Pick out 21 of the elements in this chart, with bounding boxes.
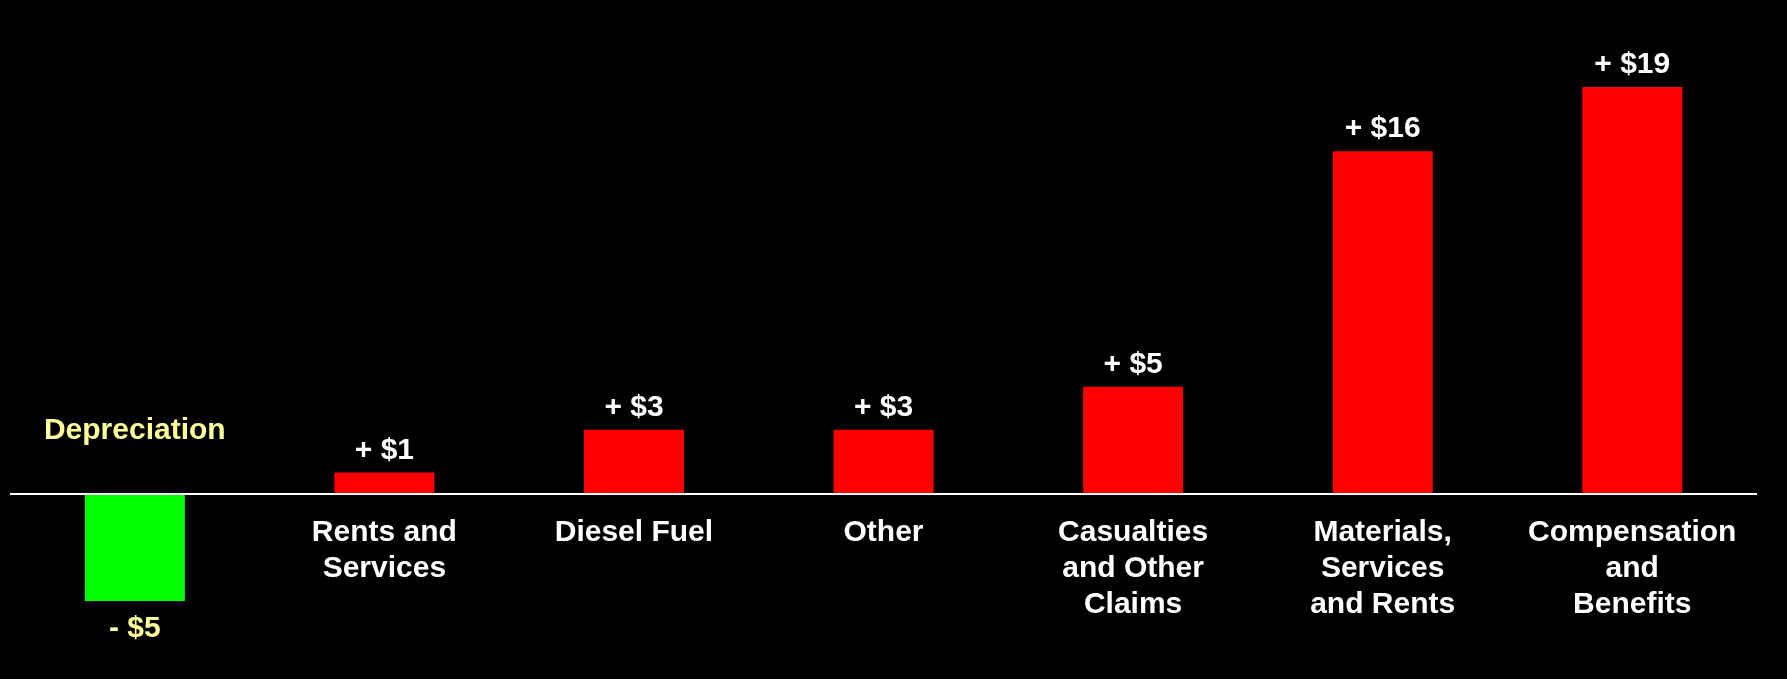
x-tick-label: Other (843, 513, 924, 547)
bar (1582, 87, 1683, 494)
data-label: + $5 (1103, 345, 1163, 379)
x-tick-label: Diesel Fuel (554, 513, 714, 547)
data-label: + $1 (354, 431, 415, 465)
x-tick-label: Casualties and Other Claims (1058, 513, 1209, 619)
bar (833, 429, 934, 494)
data-label: + $3 (604, 388, 664, 422)
bar (1083, 386, 1184, 494)
bar (84, 493, 185, 601)
bar (584, 429, 685, 494)
bar (1332, 151, 1433, 494)
data-label: - $5 (109, 610, 161, 643)
bar (334, 472, 435, 494)
data-label: + $3 (853, 388, 914, 422)
x-tick-label: Compensation and Benefits (1528, 513, 1737, 619)
x-tick-label: Rents and Services (311, 513, 457, 583)
x-tick-label: Depreciation (43, 411, 226, 445)
data-label: + $16 (1344, 110, 1421, 144)
data-label: + $19 (1594, 46, 1671, 79)
x-tick-label: Materials, Services and Rents (1310, 513, 1456, 619)
